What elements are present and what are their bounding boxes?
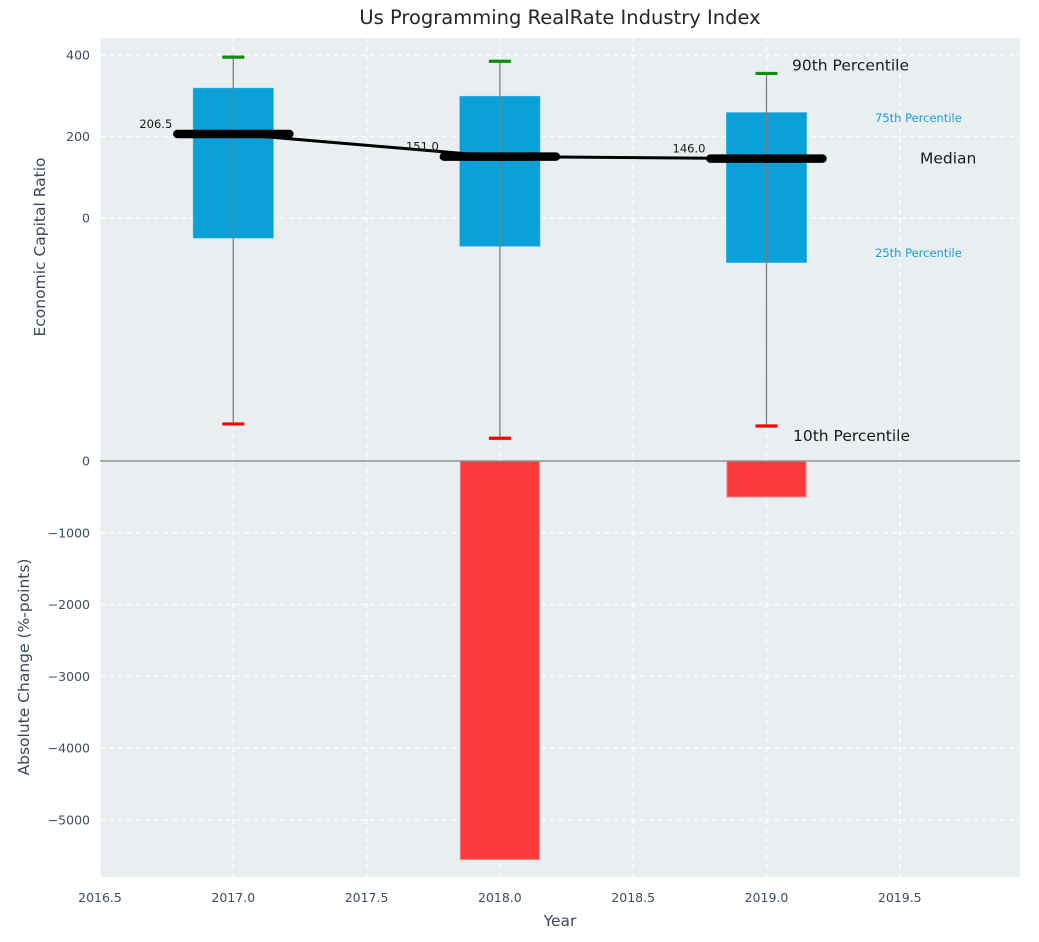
x-tick-2019.0: 2019.0: [745, 890, 789, 905]
x-tick-2016.5: 2016.5: [78, 890, 122, 905]
top-y-tick-200: 200: [66, 129, 90, 144]
change-bar-2019: [726, 460, 807, 498]
x-tick-2017.5: 2017.5: [345, 890, 389, 905]
annotation-p25-percentile-label: 25th Percentile: [875, 246, 962, 260]
annotation-p75-percentile-label: 75th Percentile: [875, 111, 962, 125]
change-bar-2018: [459, 460, 540, 860]
x-tick-2019.5: 2019.5: [878, 890, 922, 905]
x-tick-2018.5: 2018.5: [611, 890, 655, 905]
annotation-median-percentile-label: Median: [920, 150, 976, 168]
bottom-y-tick-−5000: −5000: [48, 812, 90, 827]
x-tick-2017.0: 2017.0: [211, 890, 255, 905]
chart-title: Us Programming RealRate Industry Index: [359, 6, 761, 29]
bottom-y-tick-−1000: −1000: [48, 525, 90, 540]
top-y-tick-0: 0: [82, 211, 90, 226]
median-value-label-2017: 206.5: [139, 117, 172, 131]
bottom-panel-bg: [100, 459, 1020, 877]
median-value-label-2019: 146.0: [673, 142, 706, 156]
x-axis-label: Year: [543, 912, 577, 930]
bottom-y-tick-0: 0: [82, 454, 90, 469]
bottom-y-tick-−2000: −2000: [48, 597, 90, 612]
annotation-p90-percentile-label: 90th Percentile: [792, 57, 909, 75]
bottom-y-tick-−4000: −4000: [48, 741, 90, 756]
x-tick-2018.0: 2018.0: [478, 890, 522, 905]
bottom-y-tick-−3000: −3000: [48, 669, 90, 684]
median-value-label-2018: 151.0: [406, 140, 439, 154]
top-y-tick-400: 400: [66, 48, 90, 63]
annotation-p10-percentile-label: 10th Percentile: [793, 427, 910, 445]
